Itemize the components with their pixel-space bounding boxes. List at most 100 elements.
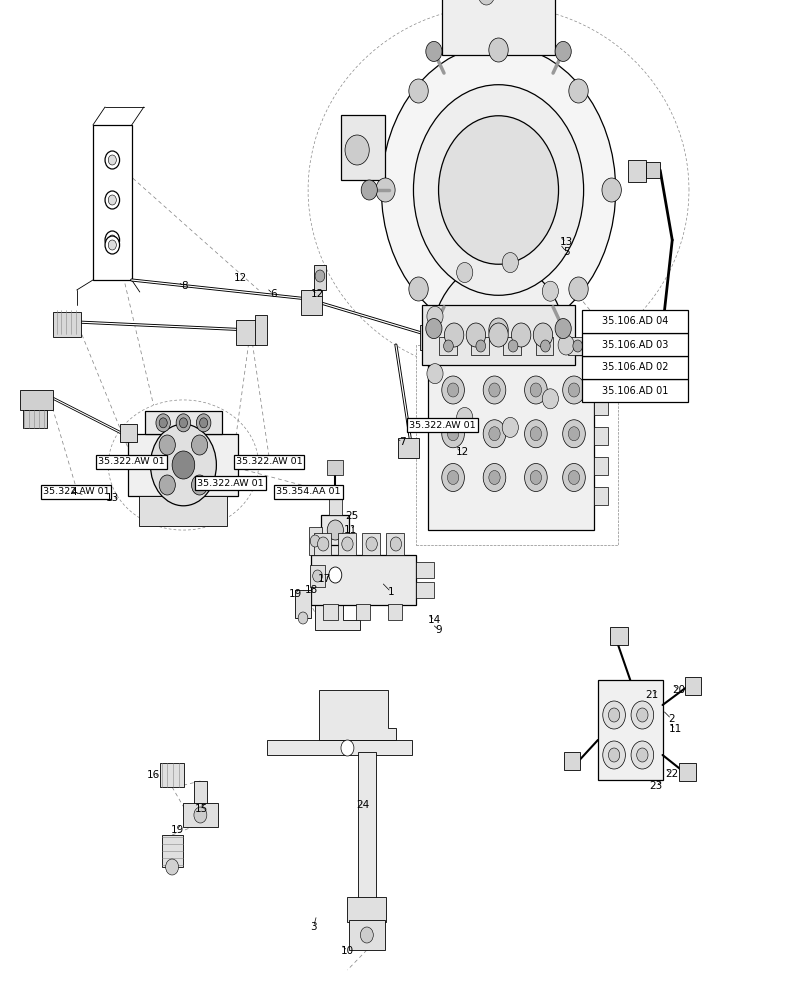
Circle shape	[360, 927, 373, 943]
Circle shape	[191, 475, 208, 495]
Bar	[341, 115, 385, 180]
Circle shape	[108, 195, 116, 205]
Circle shape	[508, 340, 518, 352]
Circle shape	[444, 340, 453, 352]
Circle shape	[150, 424, 217, 506]
Text: 19: 19	[170, 825, 183, 835]
Circle shape	[511, 323, 531, 347]
Circle shape	[431, 261, 566, 429]
Text: 24: 24	[356, 800, 369, 810]
Circle shape	[562, 376, 585, 404]
Circle shape	[366, 537, 377, 551]
Bar	[388, 604, 402, 620]
Circle shape	[427, 306, 443, 326]
Bar	[301, 290, 322, 315]
Circle shape	[156, 414, 170, 432]
Bar	[362, 533, 380, 555]
Bar	[140, 496, 227, 526]
Bar	[398, 438, 419, 458]
Circle shape	[483, 376, 506, 404]
Bar	[610, 627, 628, 645]
Circle shape	[568, 383, 579, 397]
Circle shape	[608, 708, 620, 722]
Circle shape	[541, 340, 550, 352]
Bar	[93, 125, 132, 280]
Bar	[471, 337, 489, 355]
Text: 12: 12	[311, 289, 324, 299]
Bar	[23, 410, 47, 428]
Circle shape	[542, 281, 558, 301]
Bar	[145, 411, 222, 434]
Text: 35.106.AD 01: 35.106.AD 01	[602, 386, 668, 396]
Circle shape	[489, 318, 508, 342]
Bar	[309, 527, 322, 555]
Text: 5: 5	[563, 247, 570, 257]
Bar	[420, 325, 440, 350]
Bar	[646, 162, 660, 178]
Text: 11: 11	[344, 525, 357, 535]
Circle shape	[105, 151, 120, 169]
Bar	[564, 752, 580, 770]
Circle shape	[361, 180, 377, 200]
Bar	[314, 265, 326, 290]
Bar	[503, 337, 521, 355]
Text: 1: 1	[388, 587, 394, 597]
Circle shape	[108, 155, 116, 165]
Polygon shape	[315, 535, 360, 630]
Circle shape	[637, 708, 648, 722]
Text: 12: 12	[456, 447, 469, 457]
Circle shape	[608, 748, 620, 762]
Circle shape	[409, 79, 428, 103]
Circle shape	[524, 464, 547, 491]
Bar	[314, 533, 331, 555]
Circle shape	[345, 135, 369, 165]
Text: 8: 8	[181, 281, 187, 291]
Circle shape	[444, 323, 464, 347]
Text: 35.106.AD 02: 35.106.AD 02	[602, 362, 668, 372]
Text: 10: 10	[341, 946, 354, 956]
Bar	[582, 356, 688, 379]
Text: 35.322.AW 01: 35.322.AW 01	[43, 488, 109, 496]
Text: 3: 3	[310, 922, 317, 932]
Circle shape	[105, 231, 120, 249]
Circle shape	[108, 235, 116, 245]
Circle shape	[318, 537, 329, 551]
Bar	[194, 781, 207, 803]
Circle shape	[341, 740, 354, 756]
Circle shape	[159, 435, 175, 455]
Circle shape	[159, 418, 167, 428]
Circle shape	[569, 277, 588, 301]
Bar	[356, 604, 370, 620]
Bar	[582, 333, 688, 356]
Text: 13: 13	[560, 237, 573, 247]
Text: 20: 20	[672, 685, 685, 695]
Circle shape	[105, 191, 120, 209]
Bar	[358, 752, 376, 900]
Text: 25: 25	[345, 511, 358, 521]
Bar	[628, 160, 646, 182]
Circle shape	[194, 807, 207, 823]
Text: 19: 19	[289, 589, 302, 599]
Text: 22: 22	[665, 769, 678, 779]
Circle shape	[530, 471, 541, 485]
Circle shape	[191, 435, 208, 455]
Bar	[321, 515, 349, 545]
Circle shape	[555, 41, 571, 61]
Circle shape	[530, 427, 541, 441]
Circle shape	[568, 427, 579, 441]
Circle shape	[196, 414, 211, 432]
Text: 14: 14	[428, 615, 441, 625]
Bar	[329, 490, 342, 515]
Circle shape	[457, 263, 473, 283]
Circle shape	[426, 319, 442, 339]
Text: 18: 18	[305, 585, 318, 595]
Circle shape	[603, 701, 625, 729]
Bar	[679, 763, 696, 781]
Circle shape	[166, 859, 179, 875]
Circle shape	[442, 464, 465, 491]
Text: 13: 13	[106, 493, 119, 503]
Bar	[439, 337, 457, 355]
Circle shape	[555, 319, 571, 339]
Circle shape	[442, 376, 465, 404]
Text: 15: 15	[195, 804, 208, 814]
